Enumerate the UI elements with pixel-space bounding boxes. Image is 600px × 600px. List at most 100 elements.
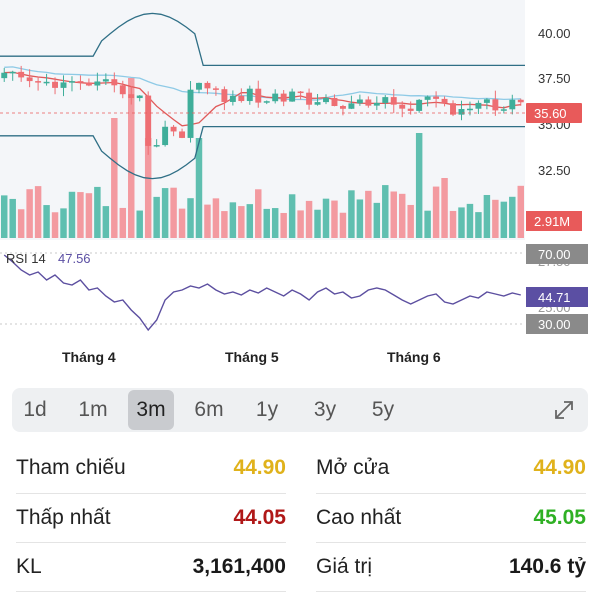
volume-bar xyxy=(449,210,457,238)
volume-cell: KL 3,161,400 xyxy=(16,543,286,591)
volume-bar xyxy=(60,208,67,238)
volume-bar xyxy=(509,196,516,238)
volume-bar xyxy=(136,210,143,238)
high-price-label: Cao nhất xyxy=(316,506,402,529)
volume-bar xyxy=(322,198,330,238)
volume-bar xyxy=(288,194,296,238)
volume-bar xyxy=(432,186,440,238)
range-3y-button[interactable]: 3y xyxy=(313,398,337,421)
range-1m-button[interactable]: 1m xyxy=(78,398,108,421)
volume-bar xyxy=(229,202,237,238)
candle-body xyxy=(263,101,270,103)
candle-body xyxy=(170,126,177,132)
candle-body xyxy=(119,85,126,95)
current-price-tag-text: 35.60 xyxy=(534,106,567,121)
open-price-cell: Mở cửa 44.90 xyxy=(316,444,586,492)
candle-body xyxy=(77,81,84,83)
volume-bar xyxy=(68,191,76,238)
candle-body xyxy=(255,88,262,103)
candle-body xyxy=(52,81,59,88)
range-5y-button[interactable]: 5y xyxy=(371,398,395,421)
volume-bar xyxy=(246,204,254,238)
volume-value: 3,161,400 xyxy=(192,555,286,578)
candle-body xyxy=(280,93,287,102)
volume-bar xyxy=(221,211,228,238)
reference-price-cell: Tham chiếu 44.90 xyxy=(16,444,286,492)
divider xyxy=(16,542,286,543)
candle-body xyxy=(509,99,516,110)
volume-bar xyxy=(111,118,118,238)
moving-average-line xyxy=(4,66,521,101)
rsi-line xyxy=(3,254,521,332)
candle-body xyxy=(390,97,397,105)
candle-body xyxy=(1,72,8,79)
volume-bar xyxy=(34,186,42,238)
candle-body xyxy=(18,71,25,78)
divider xyxy=(316,493,586,494)
price-chart[interactable]: 40.00 37.50 35.00 32.50 35.60 2.91M RSI 14 47.5… xyxy=(0,0,600,365)
stats-row-low-high: Thấp nhất 44.05 Cao nhất 45.05 xyxy=(0,494,600,542)
candle-body xyxy=(102,79,109,82)
candle-body xyxy=(441,98,448,104)
candle-body xyxy=(238,95,245,102)
candle-body xyxy=(348,103,355,109)
divider xyxy=(316,542,586,543)
volume-bar xyxy=(466,203,474,238)
candle-body xyxy=(289,91,296,102)
candle-body xyxy=(297,91,304,94)
time-range-selector: 1d 1m 3m 6m 1y 3y 5y xyxy=(12,388,588,432)
price-axis-tick: 32.50 xyxy=(538,163,571,178)
turnover-cell: Giá trị 140.6 tỷ xyxy=(316,543,586,591)
rsi-upper-tag-text: 70.00 xyxy=(538,247,571,262)
rsi-current-tag-text: 44.71 xyxy=(538,290,571,305)
candle-body xyxy=(407,108,414,111)
volume-bar xyxy=(85,193,93,238)
volume-bar xyxy=(238,206,245,238)
candle-body xyxy=(272,93,279,102)
reference-price-label: Tham chiếu xyxy=(16,456,126,479)
volume-bar xyxy=(102,206,110,238)
volume-bar xyxy=(144,138,152,238)
volume-bar xyxy=(51,212,59,238)
candle-body xyxy=(204,82,211,89)
candle-body xyxy=(145,95,152,146)
expand-diagonal-icon[interactable] xyxy=(552,398,576,422)
range-3m-button[interactable]: 3m xyxy=(128,390,174,430)
candle-body xyxy=(500,109,507,111)
volume-bar xyxy=(390,191,397,238)
volume-tag-text: 2.91M xyxy=(534,214,570,229)
price-axis-tick: 40.00 xyxy=(538,26,571,41)
volume-bar xyxy=(43,205,50,238)
volume-tag xyxy=(526,211,582,231)
candle-body xyxy=(85,82,92,86)
candle-body xyxy=(196,82,202,90)
open-price-value: 44.90 xyxy=(533,456,586,479)
candle-body xyxy=(136,95,143,99)
candle-body xyxy=(458,109,465,115)
volume-bar xyxy=(314,209,321,238)
candle-body xyxy=(424,96,431,100)
volume-bar xyxy=(178,208,186,238)
volume-bar xyxy=(458,207,465,238)
candle-body xyxy=(365,99,372,106)
volume-bar xyxy=(373,202,381,238)
range-1y-button[interactable]: 1y xyxy=(255,398,279,421)
range-6m-button[interactable]: 6m xyxy=(194,398,224,421)
low-price-value: 44.05 xyxy=(233,506,286,529)
rsi-upper-tag xyxy=(526,244,588,264)
turnover-label: Giá trị xyxy=(316,555,373,578)
candle-body xyxy=(517,99,524,103)
open-price-label: Mở cửa xyxy=(316,456,390,479)
volume-bar xyxy=(94,186,101,238)
candle-body xyxy=(246,88,253,102)
volume-bar xyxy=(204,204,211,238)
volume-bar xyxy=(153,196,160,238)
volume-bar xyxy=(77,192,84,238)
rsi-current-tag xyxy=(526,287,588,307)
rsi-lower-tag xyxy=(526,314,588,334)
range-1d-button[interactable]: 1d xyxy=(23,398,47,421)
candle-body xyxy=(306,92,313,105)
candle-body xyxy=(229,95,236,102)
month-label-june: Tháng 6 xyxy=(387,349,441,365)
